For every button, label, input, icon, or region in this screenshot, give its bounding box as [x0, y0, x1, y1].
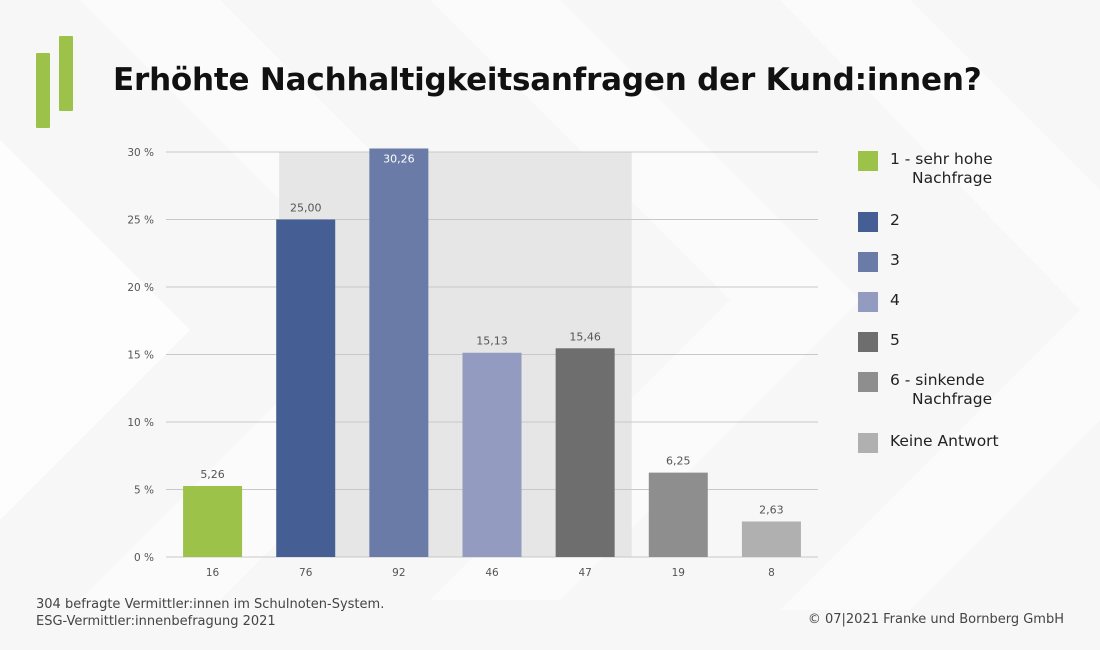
legend-item: 3: [858, 251, 1093, 272]
legend-label: 3: [890, 251, 900, 269]
logo-bar-left: [36, 53, 50, 128]
y-tick-label: 30 %: [127, 147, 154, 159]
legend-label: Keine Antwort: [890, 432, 999, 450]
x-tick-label: 19: [672, 567, 685, 579]
y-tick-label: 0 %: [134, 552, 154, 564]
legend-swatch: [858, 151, 878, 171]
legend-swatch: [858, 292, 878, 312]
y-tick-label: 20 %: [127, 282, 154, 294]
legend-label: 6 - sinkende: [890, 371, 985, 389]
footnote-line-1: 304 befragte Vermittler:innen im Schulno…: [36, 597, 385, 612]
bar-value-label: 25,00: [290, 202, 322, 215]
bar: [648, 472, 708, 557]
bar-value-label: 2,63: [759, 503, 784, 516]
x-tick-label: 47: [578, 567, 591, 579]
legend-swatch: [858, 433, 878, 453]
legend-swatch: [858, 372, 878, 392]
legend-label-continued: Nachfrage: [912, 169, 993, 187]
bar-value-label: 5,26: [200, 468, 225, 481]
bar-value-label: 6,25: [666, 455, 691, 468]
legend: 1 - sehr hohe Nachfrage 2 3 4 5 6 - sinkende Na…: [858, 150, 1093, 453]
y-tick-label: 15 %: [127, 350, 154, 362]
legend-item: 6 - sinkende Nachfrage: [858, 371, 1093, 409]
bar: [276, 219, 336, 557]
chart-title: Erhöhte Nachhaltigkeitsanfragen der Kund…: [113, 62, 982, 98]
bar-value-label: 30,26: [383, 152, 415, 165]
legend-item: 5: [858, 331, 1093, 352]
x-tick-label: 92: [392, 567, 405, 579]
x-tick-label: 16: [206, 567, 220, 579]
logo-bar-right: [59, 36, 73, 111]
legend-label: 4: [890, 291, 900, 309]
legend-item: 4: [858, 291, 1093, 312]
copyright: © 07|2021 Franke und Bornberg GmbH: [807, 612, 1064, 627]
legend-swatch: [858, 212, 878, 232]
footnote: 304 befragte Vermittler:innen im Schulno…: [36, 596, 384, 630]
legend-label: 5: [890, 331, 900, 349]
bar: [183, 485, 243, 557]
y-tick-label: 5 %: [134, 485, 154, 497]
bar-value-label: 15,13: [476, 335, 508, 348]
y-tick-label: 10 %: [127, 417, 154, 429]
legend-label: 1 - sehr hohe: [890, 150, 993, 168]
legend-swatch: [858, 252, 878, 272]
bar-value-label: 15,46: [569, 330, 601, 343]
bar: [555, 348, 615, 557]
x-tick-label: 76: [299, 567, 313, 579]
legend-item: Keine Antwort: [858, 432, 1093, 453]
legend-label: 2: [890, 211, 900, 229]
legend-item: 2: [858, 211, 1093, 232]
bar: [741, 521, 801, 557]
footnote-line-2: ESG-Vermittler:innenbefragung 2021: [36, 614, 276, 629]
x-tick-label: 8: [768, 567, 775, 579]
bar: [462, 352, 522, 557]
legend-label-continued: Nachfrage: [912, 390, 993, 408]
legend-item: 1 - sehr hohe Nachfrage: [858, 150, 1093, 188]
bar: [369, 148, 429, 558]
x-tick-label: 46: [485, 567, 499, 579]
y-tick-label: 25 %: [127, 215, 154, 227]
legend-swatch: [858, 332, 878, 352]
